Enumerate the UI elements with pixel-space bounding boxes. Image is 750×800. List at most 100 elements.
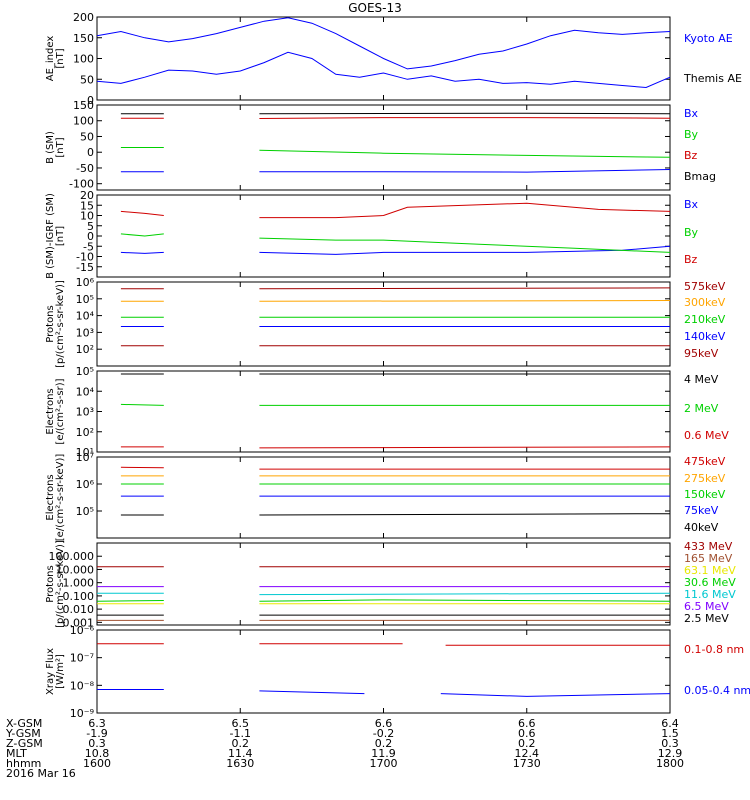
legend-label: 275keV	[684, 472, 726, 485]
y-tick-label: 0.010	[63, 603, 95, 616]
series-line-bz	[120, 210, 164, 216]
legend-label: By	[684, 128, 699, 141]
axis-value: 6.6	[375, 717, 393, 730]
legend-label: 0.05-0.4 nm	[684, 684, 750, 697]
y-tick-label: 10¹	[76, 446, 94, 459]
axis-value: 0.3	[88, 737, 106, 750]
axis-value: 6.6	[518, 717, 536, 730]
legend-label: 11.6 MeV	[684, 588, 736, 601]
y-axis-label: [p/(cm²-s-sr-keV)]	[55, 540, 66, 628]
legend-label: 150keV	[684, 488, 726, 501]
y-tick-label: 0.001	[63, 616, 95, 629]
y-tick-label: 150	[73, 32, 94, 45]
axis-value: 0.2	[518, 737, 536, 750]
y-tick-label: 150	[73, 99, 94, 112]
y-tick-label: 10⁵	[76, 505, 94, 518]
y-axis-label: B (SM)-IGRF (SM)	[45, 193, 56, 279]
legend-label: 2 MeV	[684, 402, 719, 415]
axis-value: 12.4	[515, 747, 540, 760]
legend-label: 2.5 MeV	[684, 612, 729, 625]
y-tick-label: 10⁴	[76, 310, 95, 323]
legend-label: By	[684, 226, 699, 239]
axis-value: -1.1	[230, 727, 251, 740]
axis-value: 0.2	[375, 737, 393, 750]
y-tick-label: 10³	[76, 406, 94, 419]
y-tick-label: 1.000	[63, 577, 95, 590]
y-axis-label: [nT]	[55, 226, 66, 246]
series-line-0-6-mev	[259, 446, 671, 449]
legend-label: 6.5 MeV	[684, 600, 729, 613]
legend-label: Bz	[684, 253, 698, 266]
legend-label: 210keV	[684, 313, 726, 326]
panel-frame-protons_hi	[96, 281, 671, 367]
series-line-40kev	[259, 513, 671, 516]
legend-label: 30.6 MeV	[684, 576, 736, 589]
legend-label: 95keV	[684, 347, 719, 360]
panel-frame-electrons_mev	[96, 370, 671, 453]
series-line-bx	[259, 245, 671, 255]
legend-label: 0.1-0.8 nm	[684, 643, 744, 656]
chart-title: GOES-13	[348, 1, 402, 15]
axis-row-label: Y-GSM	[5, 727, 41, 740]
y-tick-label: 100	[73, 53, 94, 66]
panel-frame-protons_mev	[96, 542, 671, 626]
y-axis-label: [e/(cm²-s-sr)]	[55, 378, 66, 444]
y-tick-label: 50	[80, 130, 94, 143]
y-axis-label: [W/m²]	[55, 654, 66, 689]
y-axis-label: [nT]	[55, 137, 66, 157]
y-tick-label: 10⁻⁷	[70, 652, 94, 665]
series-line-bz	[259, 202, 671, 219]
legend-label: Bz	[684, 149, 698, 162]
axis-value: 1.5	[661, 727, 679, 740]
y-tick-label: 100	[73, 115, 94, 128]
series-line-300kev	[259, 300, 671, 302]
axis-value: 6.5	[232, 717, 250, 730]
axis-value: 1600	[83, 757, 111, 770]
legend-label: 433 MeV	[684, 540, 733, 553]
axis-value: 11.4	[228, 747, 253, 760]
legend-label: 165 MeV	[684, 552, 733, 565]
y-axis-label: [e/(cm²-s-sr-keV)]	[55, 454, 66, 542]
axis-value: 1800	[656, 757, 684, 770]
y-axis-label: [p/(cm²-s-sr-keV)]	[55, 280, 66, 368]
axis-value: 12.9	[658, 747, 683, 760]
y-tick-label: 20	[80, 189, 94, 202]
legend-label: 63.1 MeV	[684, 564, 736, 577]
y-tick-label: 10	[80, 210, 94, 223]
axis-value: -1.9	[86, 727, 107, 740]
series-line-by	[259, 237, 671, 253]
legend-label: Themis AE	[683, 72, 742, 85]
y-tick-label: -5	[83, 240, 94, 253]
y-axis-label: Protons	[45, 305, 56, 342]
axis-value: 10.8	[85, 747, 110, 760]
series-line-themis-ae	[96, 51, 671, 89]
y-tick-label: 10⁴	[76, 385, 95, 398]
date-label: 2016 Mar 16	[6, 767, 76, 780]
legend-label: Bmag	[684, 170, 716, 183]
axis-value: 1630	[226, 757, 254, 770]
y-tick-label: 50	[80, 73, 94, 86]
series-line-by	[120, 233, 164, 237]
y-tick-label: 10³	[76, 326, 94, 339]
y-tick-label: 10⁻⁹	[70, 707, 94, 720]
axis-value: 0.3	[661, 737, 679, 750]
y-tick-label: -100	[69, 178, 94, 191]
axis-value: 1700	[370, 757, 398, 770]
y-tick-label: -10	[76, 251, 94, 264]
y-axis-label: [nT]	[55, 48, 66, 68]
y-axis-label: Electrons	[45, 388, 56, 434]
series-line-bmag	[259, 112, 671, 115]
legend-label: 4 MeV	[684, 373, 719, 386]
legend-label: Bx	[684, 107, 699, 120]
y-tick-label: 10⁻⁸	[70, 679, 95, 692]
legend-label: 575keV	[684, 280, 726, 293]
axis-row-label: Z-GSM	[6, 737, 43, 750]
y-tick-label: 0	[87, 94, 94, 107]
axis-value: 1730	[513, 757, 541, 770]
y-tick-label: 10⁻⁶	[70, 624, 95, 637]
series-line-11-6-mev	[259, 592, 671, 596]
y-tick-label: 10⁷	[76, 451, 94, 464]
series-line-0-05-0-4-nm	[259, 690, 365, 695]
y-axis-label: B (SM)	[45, 131, 56, 164]
